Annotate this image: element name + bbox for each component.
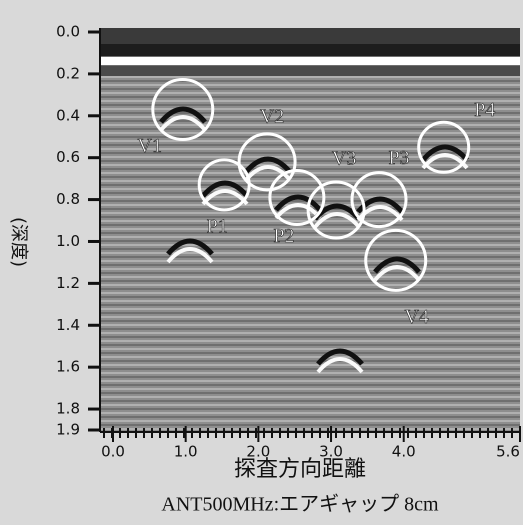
y-tick-label: 0.0 [56, 23, 80, 41]
y-tick-label: 0.2 [56, 64, 80, 82]
annotation-label: V4 [404, 306, 428, 328]
surface-band [100, 44, 520, 56]
y-tick-label: 0.6 [56, 148, 80, 166]
y-tick-label: 1.2 [56, 274, 80, 292]
surface-band [100, 28, 520, 44]
x-tick-label: 0.0 [101, 443, 125, 461]
annotation-label: V1 [138, 135, 162, 157]
annotation-label: V2 [260, 105, 284, 127]
subtitle: ANT500MHz:エアギャップ 8cm [161, 493, 439, 516]
y-tick-label: 1.8 [56, 400, 80, 418]
x-tick-label: 3.0 [319, 443, 343, 461]
annotation-label: V3 [332, 148, 356, 170]
y-tick-label: 1.0 [56, 232, 80, 250]
y-tick-label: 1.9 [56, 421, 80, 439]
surface-band [100, 66, 520, 76]
annotation-label: P4 [474, 99, 495, 121]
y-tick-label: 1.6 [56, 358, 80, 376]
x-tick-label: 4.0 [392, 443, 416, 461]
annotation-label: P2 [273, 225, 294, 247]
x-tick-label: 2.0 [246, 443, 270, 461]
y-tick-label: 0.4 [56, 106, 80, 124]
annotation-label: P1 [207, 216, 228, 238]
x-tick-label: 1.0 [174, 443, 198, 461]
x-axis-label: 探査方向距離 [234, 457, 366, 482]
y-tick-label: 0.8 [56, 190, 80, 208]
x-tick-label: 5.6 [496, 443, 520, 461]
annotation-label: P3 [388, 147, 409, 169]
surface-band [100, 57, 520, 65]
y-tick-label: 1.4 [56, 316, 80, 334]
y-axis-label: (深度) [8, 217, 29, 267]
chart: 探査方向距離 ANT500MHz:エアギャップ 8cm (深度) 0.0 0.2 0… [0, 0, 523, 525]
